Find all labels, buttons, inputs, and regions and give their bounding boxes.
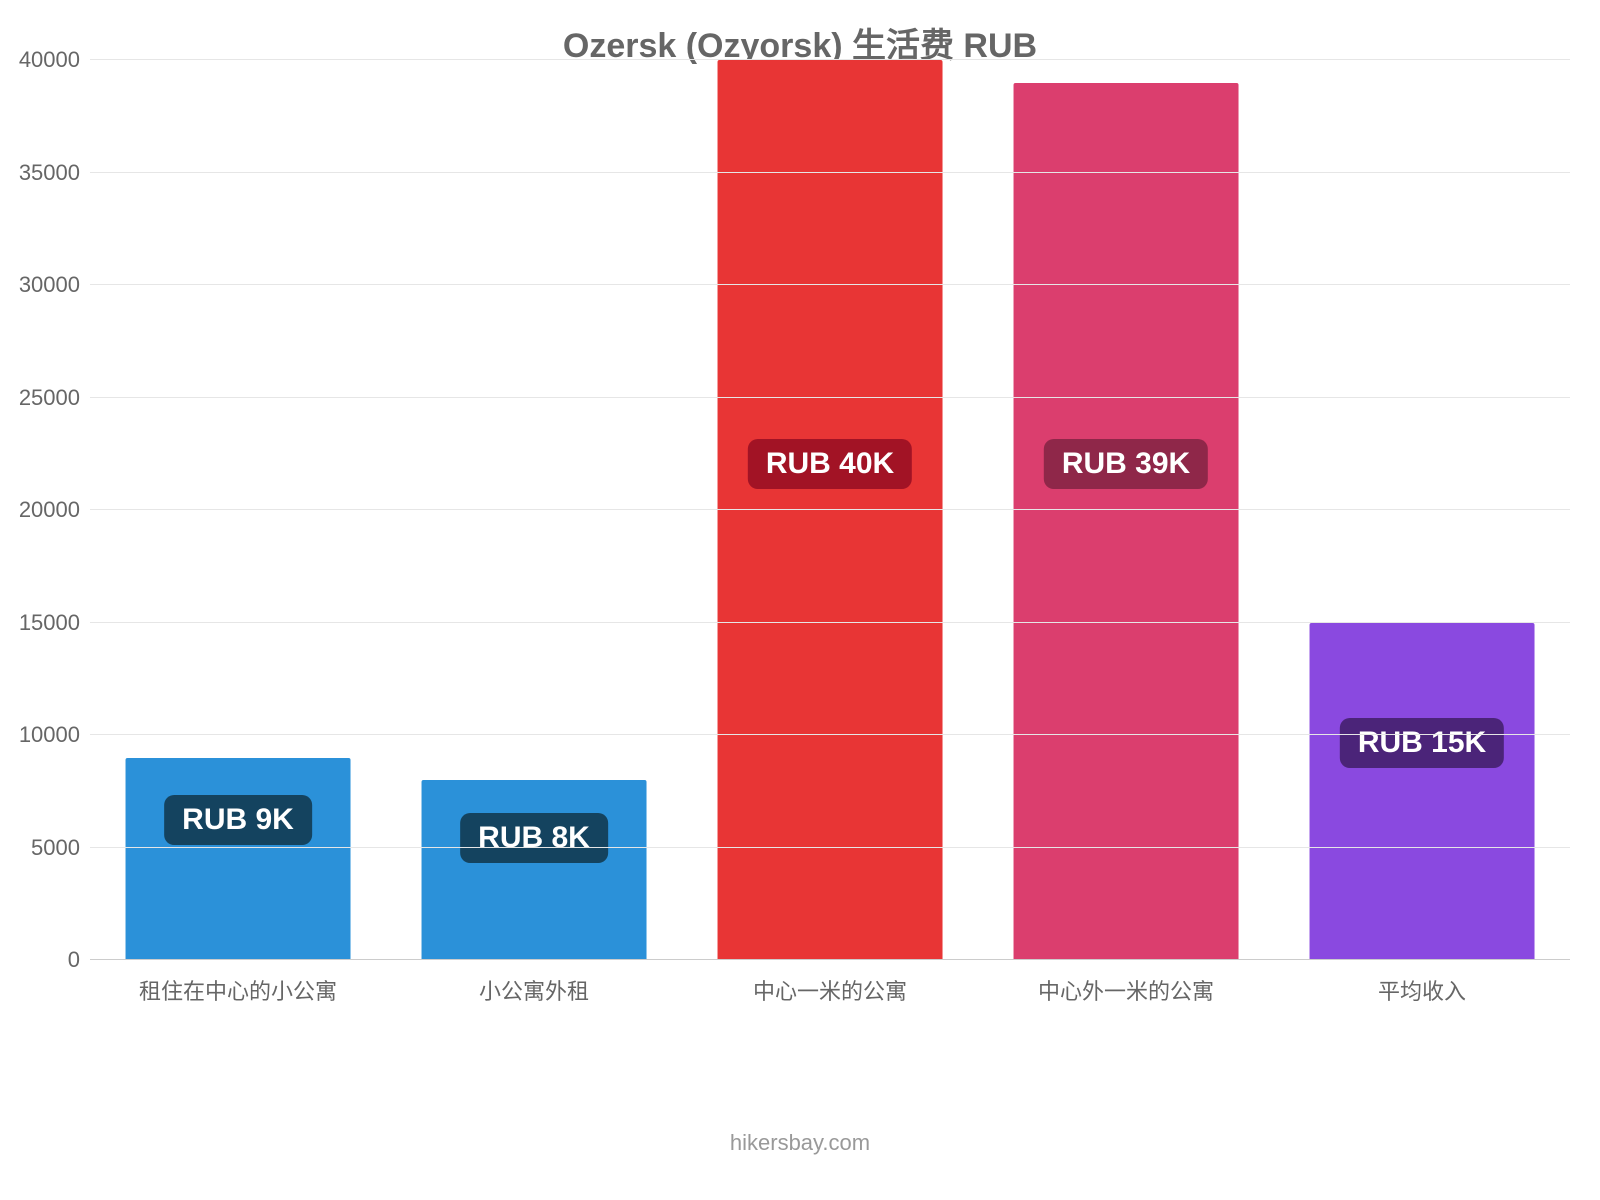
y-tick-label: 0	[68, 947, 80, 973]
category-label: 小公寓外租	[386, 974, 682, 1006]
bar-slot: RUB 8K小公寓外租	[386, 60, 682, 960]
category-label: 中心一米的公寓	[682, 974, 978, 1006]
bar-slot: RUB 9K租住在中心的小公寓	[90, 60, 386, 960]
plot-area: RUB 9K租住在中心的小公寓RUB 8K小公寓外租RUB 40K中心一米的公寓…	[90, 60, 1570, 960]
y-tick-label: 5000	[31, 835, 80, 861]
bars-container: RUB 9K租住在中心的小公寓RUB 8K小公寓外租RUB 40K中心一米的公寓…	[90, 60, 1570, 960]
bar	[422, 780, 647, 960]
y-tick-label: 15000	[19, 610, 80, 636]
attribution-text: hikersbay.com	[0, 1130, 1600, 1156]
gridline	[90, 397, 1570, 398]
bar	[126, 758, 351, 961]
bar-value-label: RUB 40K	[748, 439, 912, 489]
category-label: 中心外一米的公寓	[978, 974, 1274, 1006]
bar	[1014, 83, 1239, 961]
y-tick-label: 40000	[19, 47, 80, 73]
bar	[1310, 623, 1535, 961]
category-label: 平均收入	[1274, 974, 1570, 1006]
y-tick-label: 30000	[19, 272, 80, 298]
bar-slot: RUB 15K平均收入	[1274, 60, 1570, 960]
bar-slot: RUB 40K中心一米的公寓	[682, 60, 978, 960]
y-tick-label: 35000	[19, 160, 80, 186]
bar-value-label: RUB 8K	[460, 813, 608, 863]
cost-of-living-chart: Ozersk (Ozyorsk) 生活费 RUB RUB 9K租住在中心的小公寓…	[0, 0, 1600, 1200]
y-tick-label: 25000	[19, 385, 80, 411]
bar-value-label: RUB 39K	[1044, 439, 1208, 489]
bar	[718, 60, 943, 960]
bar-value-label: RUB 15K	[1340, 718, 1504, 768]
y-tick-label: 20000	[19, 497, 80, 523]
gridline	[90, 847, 1570, 848]
gridline	[90, 172, 1570, 173]
gridline	[90, 509, 1570, 510]
x-axis-line	[90, 959, 1570, 960]
bar-slot: RUB 39K中心外一米的公寓	[978, 60, 1274, 960]
gridline	[90, 284, 1570, 285]
gridline	[90, 734, 1570, 735]
y-tick-label: 10000	[19, 722, 80, 748]
gridline	[90, 622, 1570, 623]
gridline	[90, 59, 1570, 60]
bar-value-label: RUB 9K	[164, 795, 312, 845]
category-label: 租住在中心的小公寓	[90, 974, 386, 1006]
